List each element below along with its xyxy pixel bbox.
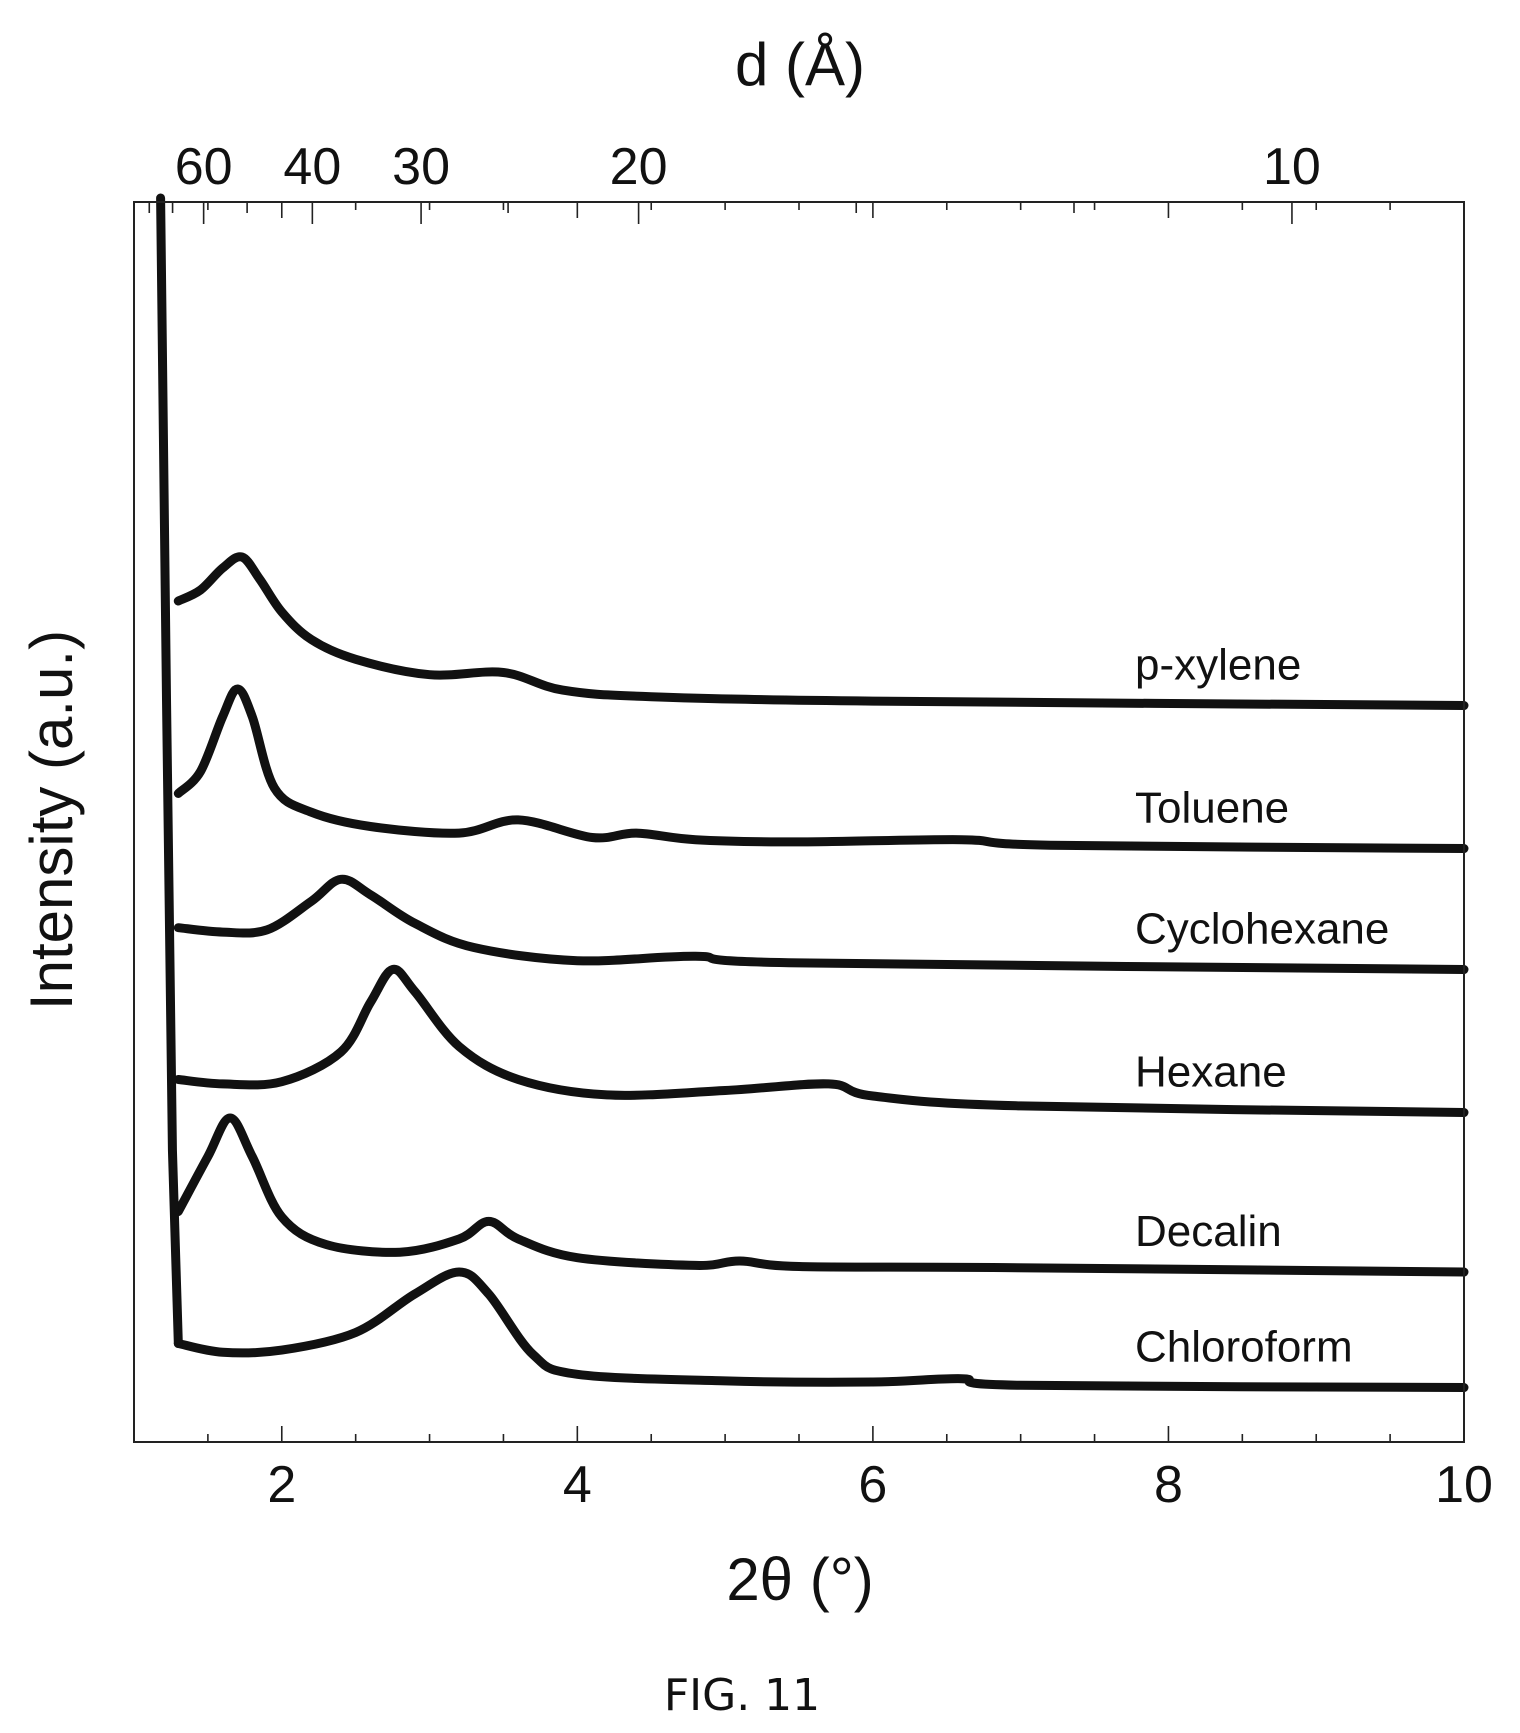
series-label-chloroform: Chloroform: [1135, 1323, 1353, 1372]
x-tick-label: 8: [1154, 1456, 1183, 1514]
y-axis-title: Intensity (a.u.): [18, 630, 85, 1010]
series-label-decalin: Decalin: [1135, 1207, 1282, 1256]
x-tick-label: 10: [1435, 1456, 1493, 1514]
curves: [156, 193, 1469, 1392]
curve-chloroform: [173, 1267, 1469, 1392]
curve-cyclohexane: [173, 874, 1469, 974]
plot-frame: [133, 201, 1465, 1443]
x-axis-title: 2θ (°): [726, 1546, 873, 1613]
figure-caption: FIG. 11: [664, 1670, 820, 1721]
top-tick-label: 30: [392, 138, 450, 196]
curve-p-xylene: [173, 552, 1469, 710]
x-tick-label: 6: [858, 1456, 887, 1514]
top-tick-label: 40: [283, 138, 341, 196]
top-tick-label: 10: [1263, 138, 1321, 196]
low-angle-edge: [156, 193, 183, 1348]
series-label-p-xylene: p-xylene: [1135, 641, 1301, 690]
curve-toluene: [173, 684, 1469, 853]
series-label-toluene: Toluene: [1135, 784, 1289, 833]
x-tick-label: 2: [267, 1456, 296, 1514]
curve-hexane: [173, 964, 1469, 1117]
curve-labels: p-xylene Toluene Cyclohexane Hexane Decalin C…: [1135, 641, 1389, 1372]
series-label-hexane: Hexane: [1135, 1048, 1287, 1097]
axis-tick-labels: 2 4 6 8 10 60 40 30 20 10: [175, 138, 1493, 1514]
top-tick-label: 60: [175, 138, 233, 196]
top-axis-title: d (Å): [735, 31, 865, 98]
top-tick-label: 20: [610, 138, 668, 196]
x-tick-label: 4: [563, 1456, 592, 1514]
curve-decalin: [173, 1113, 1469, 1277]
series-label-cyclohexane: Cyclohexane: [1135, 905, 1389, 954]
